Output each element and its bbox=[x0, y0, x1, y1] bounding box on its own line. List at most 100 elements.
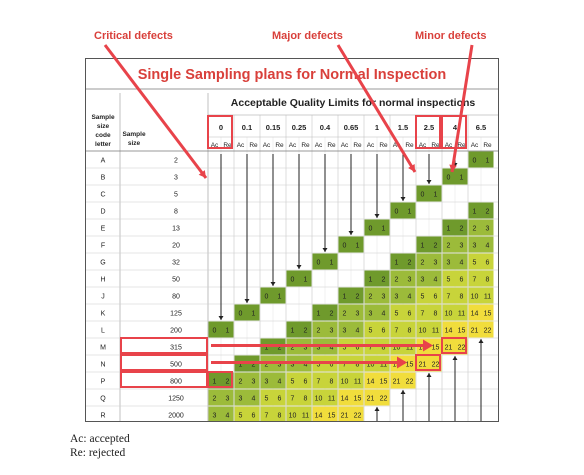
re-value: 1 bbox=[356, 243, 360, 250]
ac-value: 0 bbox=[213, 328, 217, 335]
re-value: 11 bbox=[380, 362, 387, 369]
table-cell bbox=[364, 321, 390, 338]
re-value: 4 bbox=[330, 345, 334, 352]
aql-header-0: 0 bbox=[219, 123, 223, 132]
re-value: 15 bbox=[432, 345, 440, 352]
re-value: 22 bbox=[406, 379, 414, 386]
re-header: Re bbox=[457, 142, 466, 149]
re-header: Re bbox=[301, 142, 310, 149]
re-value: 8 bbox=[356, 362, 360, 369]
ac-value: 7 bbox=[369, 345, 373, 352]
re-value: 11 bbox=[354, 379, 361, 386]
header-size-label: Sample bbox=[122, 131, 146, 138]
ac-value: 2 bbox=[369, 294, 373, 301]
re-value: 2 bbox=[304, 328, 308, 335]
arrow-down-icon-head bbox=[218, 316, 224, 320]
ac-value: 3 bbox=[473, 243, 477, 250]
aql-header-4: 0.4 bbox=[320, 123, 331, 132]
note-accepted: Ac: accepted bbox=[70, 433, 130, 445]
re-value: 3 bbox=[486, 226, 490, 233]
re-value: 6 bbox=[382, 328, 386, 335]
re-header: Re bbox=[483, 142, 492, 149]
re-value: 2 bbox=[408, 260, 412, 267]
ac-value: 7 bbox=[291, 396, 295, 403]
table-cell bbox=[468, 253, 494, 270]
table-cell bbox=[234, 304, 260, 321]
table-cell bbox=[390, 270, 416, 287]
code-letter-R: R bbox=[100, 413, 105, 420]
header-code-label: code bbox=[95, 132, 111, 139]
ac-header: Ac bbox=[471, 142, 479, 149]
table-cell bbox=[208, 389, 234, 406]
ac-value: 1 bbox=[291, 328, 295, 335]
arrow-down-icon-head bbox=[452, 163, 458, 167]
table-cell bbox=[364, 270, 390, 287]
ac-value: 5 bbox=[473, 260, 477, 267]
arrow-up-icon-head bbox=[400, 390, 406, 394]
code-letter-N: N bbox=[100, 362, 105, 369]
re-value: 15 bbox=[354, 396, 362, 403]
ac-value: 10 bbox=[367, 362, 375, 369]
ac-header: Ac bbox=[445, 142, 453, 149]
ac-header: Ac bbox=[419, 142, 427, 149]
sample-size-32: 32 bbox=[172, 260, 180, 267]
re-value: 8 bbox=[278, 413, 282, 420]
ac-value: 14 bbox=[419, 345, 427, 352]
re-value: 22 bbox=[354, 413, 362, 420]
re-value: 6 bbox=[278, 396, 282, 403]
re-value: 2 bbox=[226, 379, 230, 386]
arrow-up-icon-head bbox=[452, 356, 458, 360]
ac-value: 0 bbox=[265, 294, 269, 301]
re-value: 11 bbox=[406, 345, 413, 352]
sample-size-8: 8 bbox=[174, 209, 178, 216]
sample-size-50: 50 bbox=[172, 277, 180, 284]
re-value: 6 bbox=[252, 413, 256, 420]
re-value: 1 bbox=[408, 209, 412, 216]
ac-value: 0 bbox=[473, 158, 477, 165]
ac-value: 2 bbox=[343, 311, 347, 318]
ac-value: 5 bbox=[447, 277, 451, 284]
re-value: 3 bbox=[382, 294, 386, 301]
arrow-down-icon-head bbox=[348, 231, 354, 235]
re-value: 3 bbox=[252, 379, 256, 386]
ac-header: Ac bbox=[315, 142, 323, 149]
ac-value: 2 bbox=[239, 379, 243, 386]
header-size-label: size bbox=[128, 140, 141, 147]
table-cell bbox=[442, 287, 468, 304]
re-value: 15 bbox=[484, 311, 492, 318]
ac-value: 3 bbox=[239, 396, 243, 403]
table-cell bbox=[286, 321, 312, 338]
ac-value: 21 bbox=[341, 413, 349, 420]
table-cell bbox=[442, 168, 468, 185]
ac-value: 3 bbox=[369, 311, 373, 318]
table-cell bbox=[338, 287, 364, 304]
aql-header-5: 0.65 bbox=[344, 123, 359, 132]
ac-value: 0 bbox=[421, 192, 425, 199]
re-value: 2 bbox=[382, 277, 386, 284]
table-cell bbox=[338, 406, 364, 421]
re-value: 22 bbox=[380, 396, 388, 403]
re-value: 4 bbox=[356, 328, 360, 335]
table-cell bbox=[338, 372, 364, 389]
table-cell bbox=[364, 304, 390, 321]
ac-value: 21 bbox=[367, 396, 375, 403]
re-value: 6 bbox=[356, 345, 360, 352]
ac-value: 7 bbox=[395, 328, 399, 335]
ac-value: 7 bbox=[343, 362, 347, 369]
re-value: 2 bbox=[486, 209, 490, 216]
aql-header-6: 1 bbox=[375, 123, 379, 132]
re-value: 8 bbox=[330, 379, 334, 386]
table-cell bbox=[416, 185, 442, 202]
re-value: 1 bbox=[226, 328, 230, 335]
re-value: 6 bbox=[408, 311, 412, 318]
ac-value: 10 bbox=[289, 413, 297, 420]
aql-header-10: 6.5 bbox=[476, 123, 486, 132]
table-cell bbox=[208, 406, 234, 421]
ac-value: 3 bbox=[421, 277, 425, 284]
table-cell bbox=[390, 253, 416, 270]
table-cell bbox=[338, 236, 364, 253]
table-cell bbox=[260, 389, 286, 406]
ac-value: 7 bbox=[265, 413, 269, 420]
legend-notes: Ac: accepted Re: rejected bbox=[70, 432, 130, 460]
ac-header: Ac bbox=[211, 142, 219, 149]
